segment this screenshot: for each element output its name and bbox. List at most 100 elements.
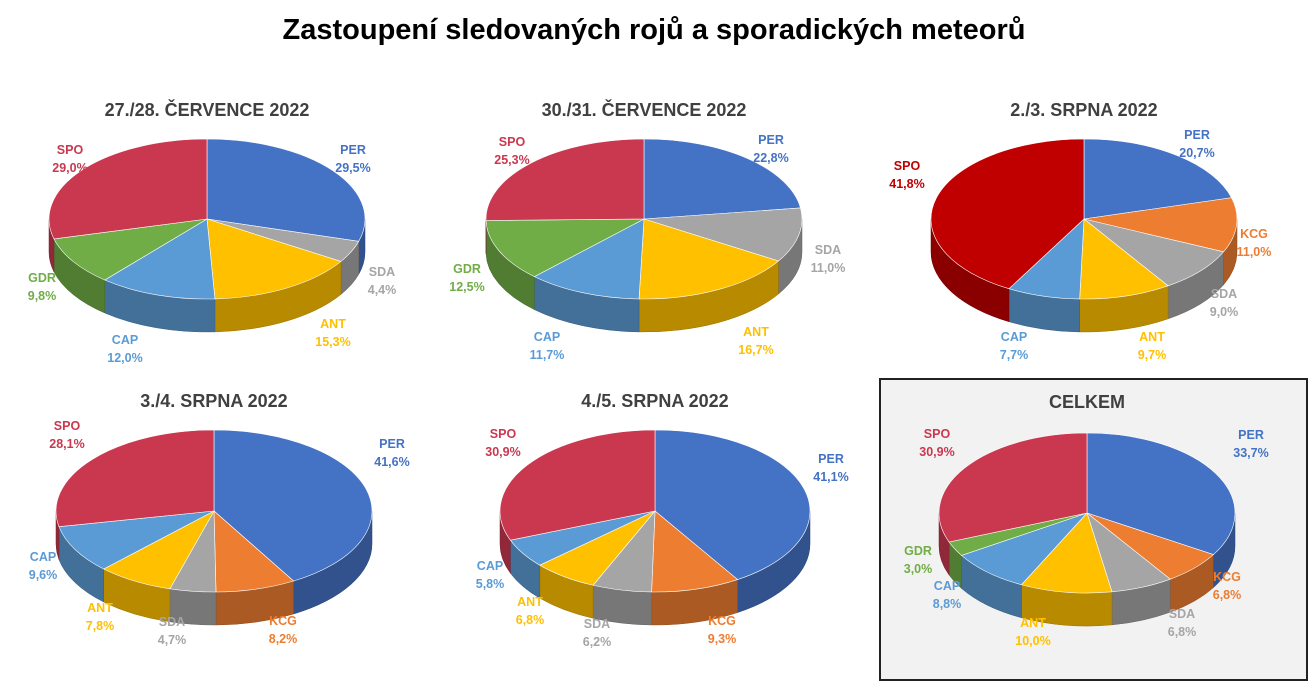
slice-value-ant: 6,8% <box>516 613 545 627</box>
slice-value-kcg: 6,8% <box>1213 588 1242 602</box>
pie-chart-panel: 30./31. ČERVENCE 2022 PER 22,8% SDA 11,0% ANT… <box>437 88 867 378</box>
slice-value-sda: 11,0% <box>811 261 846 275</box>
pie-chart: CELKEM PER 33,7% KCG 6,8% SDA 6,8% ANT 10,0% CAP 8… <box>904 392 1269 648</box>
slice-label-cap: CAP <box>534 330 560 344</box>
pie-slice-sda <box>1083 218 1225 287</box>
slice-label-sda: SDA <box>1169 607 1195 621</box>
pie-chart-panel: 4./5. SRPNA 2022 PER 41,1% KCG 9,3% SDA 6,2% AN… <box>437 380 867 680</box>
slice-value-cap: 9,6% <box>29 568 58 582</box>
slice-label-gdr: GDR <box>28 271 56 285</box>
slice-value-gdr: 9,8% <box>28 289 57 303</box>
pie-slice-spo <box>938 432 1088 543</box>
pie-slice-cap <box>533 218 645 300</box>
slice-value-ant: 10,0% <box>1015 634 1050 648</box>
pie-slice-spo <box>930 138 1085 290</box>
slice-value-cap: 7,7% <box>1000 348 1029 362</box>
slice-label-spo: SPO <box>924 427 951 441</box>
slice-label-ant: ANT <box>1139 330 1165 344</box>
slice-label-ant: ANT <box>743 325 769 339</box>
pie-chart: 30./31. ČERVENCE 2022 PER 22,8% SDA 11,0% ANT… <box>449 99 846 362</box>
pie-chart-panel: 27./28. ČERVENCE 2022 PER 29,5% SDA 4,4% ANT 1… <box>0 88 420 378</box>
pie-slice-per <box>1086 432 1236 555</box>
slice-value-spo: 28,1% <box>49 437 84 451</box>
pie-chart-panel: 2./3. SRPNA 2022 PER 20,7% KCG 11,0% SDA 9,0% A… <box>877 88 1307 378</box>
slice-value-spo: 29,0% <box>52 161 87 175</box>
slice-label-ant: ANT <box>517 595 543 609</box>
slice-label-gdr: GDR <box>453 262 481 276</box>
pie-slice-ant <box>638 218 780 300</box>
chart-title: 4./5. SRPNA 2022 <box>581 391 728 411</box>
slice-label-spo: SPO <box>894 159 921 173</box>
pie-slice-ant <box>1020 512 1113 594</box>
pie-slice-cap <box>58 510 215 570</box>
slice-value-sda: 4,7% <box>158 633 187 647</box>
slice-value-per: 33,7% <box>1233 446 1268 460</box>
pie-slice-per <box>643 138 801 220</box>
pie-slice-cap <box>104 218 216 300</box>
main-title: Zastoupení sledovaných rojů a sporadický… <box>282 14 1026 46</box>
pie-chart: 27./28. ČERVENCE 2022 PER 29,5% SDA 4,4% ANT 1… <box>28 99 397 365</box>
slice-value-kcg: 9,3% <box>708 632 737 646</box>
pie-slice-gdr <box>485 218 645 277</box>
chart-title: CELKEM <box>1049 392 1125 412</box>
slice-value-spo: 41,8% <box>889 177 924 191</box>
slice-label-per: PER <box>1238 428 1264 442</box>
chart-title: 2./3. SRPNA 2022 <box>1010 100 1157 120</box>
pie-chart: 4./5. SRPNA 2022 PER 41,1% KCG 9,3% SDA 6,2% AN… <box>476 391 849 649</box>
slice-label-gdr: GDR <box>904 544 932 558</box>
pie-chart: 2./3. SRPNA 2022 PER 20,7% KCG 11,0% SDA 9,0% A… <box>889 100 1272 362</box>
pie-chart: 3./4. SRPNA 2022 PER 41,6% KCG 8,2% SDA 4,7% AN… <box>29 391 410 647</box>
slice-label-per: PER <box>340 143 366 157</box>
slice-label-spo: SPO <box>57 143 84 157</box>
slice-value-cap: 8,8% <box>933 597 962 611</box>
slice-label-cap: CAP <box>30 550 56 564</box>
slice-value-ant: 15,3% <box>315 335 350 349</box>
slice-label-sda: SDA <box>1211 287 1237 301</box>
slice-value-cap: 5,8% <box>476 577 505 591</box>
slice-label-sda: SDA <box>584 617 610 631</box>
slice-value-gdr: 3,0% <box>904 562 933 576</box>
chart-title: 3./4. SRPNA 2022 <box>140 391 287 411</box>
pie-slice-per <box>213 429 373 582</box>
chart-title: 27./28. ČERVENCE 2022 <box>105 99 310 120</box>
slice-label-per: PER <box>379 437 405 451</box>
slice-value-sda: 4,4% <box>368 283 397 297</box>
slice-value-sda: 6,2% <box>583 635 612 649</box>
slice-value-per: 29,5% <box>335 161 370 175</box>
slice-value-ant: 16,7% <box>738 343 773 357</box>
slice-label-cap: CAP <box>1001 330 1027 344</box>
slice-value-per: 41,6% <box>374 455 409 469</box>
pie-slice-spo <box>55 429 215 527</box>
slice-label-sda: SDA <box>369 265 395 279</box>
pie-slice-spo <box>499 429 656 541</box>
slice-label-spo: SPO <box>54 419 81 433</box>
slice-value-ant: 9,7% <box>1138 348 1167 362</box>
pie-slice-per <box>1083 138 1232 220</box>
slice-label-kcg: KCG <box>708 614 736 628</box>
slice-label-kcg: KCG <box>1240 227 1268 241</box>
slice-label-sda: SDA <box>815 243 841 257</box>
slice-label-per: PER <box>818 452 844 466</box>
slice-label-per: PER <box>1184 128 1210 142</box>
pie-slice-per <box>654 429 811 580</box>
slice-value-ant: 7,8% <box>86 619 115 633</box>
pie-slice-sda <box>643 207 803 262</box>
slice-value-spo: 25,3% <box>494 153 529 167</box>
slice-label-cap: CAP <box>934 579 960 593</box>
slice-label-kcg: KCG <box>269 614 297 628</box>
chart-title: 30./31. ČERVENCE 2022 <box>542 99 747 120</box>
pie-slice-kcg <box>651 510 739 593</box>
slice-label-spo: SPO <box>490 427 517 441</box>
slice-value-spo: 30,9% <box>919 445 954 459</box>
slice-value-kcg: 11,0% <box>1237 245 1272 259</box>
pie-slice-ant <box>206 218 342 300</box>
pie-chart-panel: CELKEM PER 33,7% KCG 6,8% SDA 6,8% ANT 10,0% CAP 8… <box>879 378 1308 681</box>
slice-label-spo: SPO <box>499 135 526 149</box>
slice-label-cap: CAP <box>477 559 503 573</box>
slice-value-cap: 12,0% <box>107 351 142 365</box>
pie-slice-per <box>206 138 366 242</box>
slice-value-per: 41,1% <box>813 470 848 484</box>
slice-label-cap: CAP <box>112 333 138 347</box>
pie-slice-kcg <box>1083 197 1238 253</box>
slice-label-ant: ANT <box>87 601 113 615</box>
